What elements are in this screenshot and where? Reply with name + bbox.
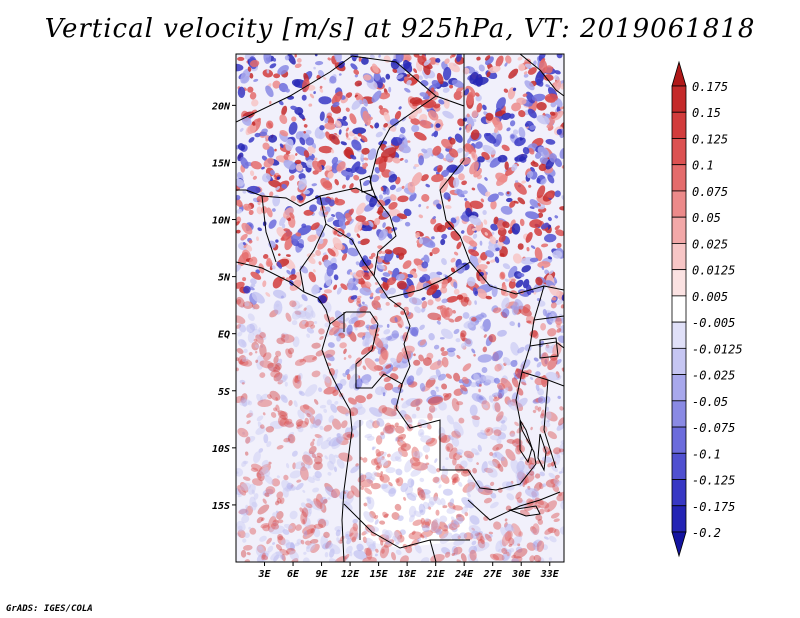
- colorbar-label: -0.075: [692, 421, 735, 435]
- lat-label: 5N: [218, 273, 231, 284]
- colorbar-label: -0.2: [692, 526, 721, 540]
- colorbar-label: -0.125: [692, 474, 735, 488]
- colorbar-label: 0.175: [692, 80, 728, 94]
- velocity-field: [236, 54, 564, 562]
- colorbar-box: [671, 190, 687, 218]
- lon-label: 24E: [454, 569, 474, 580]
- colorbar-box: [671, 85, 687, 113]
- colorbar-box: [671, 295, 687, 323]
- colorbar-box: [671, 374, 687, 402]
- lat-label: 15S: [212, 501, 230, 512]
- map-frame: [235, 53, 565, 563]
- colorbar-label: 0.125: [692, 132, 728, 146]
- country-borders: [236, 54, 564, 562]
- colorbar-box: [671, 111, 687, 139]
- colorbar-bottom-arrow: [671, 531, 687, 558]
- lon-label: 27E: [483, 569, 503, 580]
- colorbar-box: [671, 138, 687, 166]
- colorbar-top-arrow: [671, 60, 687, 87]
- lat-label: 10S: [212, 444, 230, 455]
- colorbar-box: [671, 243, 687, 271]
- colorbar-box: [671, 164, 687, 192]
- colorbar-box: [671, 321, 687, 349]
- map-title: Vertical velocity [m/s] at 925hPa, VT: 2…: [44, 14, 756, 44]
- colorbar-label: 0.0125: [692, 264, 735, 278]
- lon-label: 30E: [511, 569, 531, 580]
- colorbar-label: 0.075: [692, 185, 728, 199]
- colorbar-box: [671, 505, 687, 533]
- colorbar-label: -0.0125: [692, 342, 743, 356]
- latitude-labels: 20N 15N 10N 5N EQ 5S 10S 15S: [211, 101, 236, 512]
- colorbar-label: -0.05: [692, 395, 728, 409]
- colorbar-label: 0.025: [692, 237, 728, 251]
- colorbar-label: 0.15: [692, 106, 721, 120]
- lon-label: 3E: [257, 569, 271, 580]
- lat-label: 5S: [218, 387, 230, 398]
- grads-credit: GrADS: IGES/COLA: [6, 604, 93, 614]
- colorbar-labels: 0.175 0.15 0.125 0.1 0.075 0.05 0.025 0.0125 0.0…: [692, 80, 743, 540]
- field-north-noise: [236, 54, 564, 407]
- colorbar: [671, 60, 687, 558]
- lat-label: 10N: [212, 216, 231, 227]
- colorbar-label: 0.1: [692, 159, 714, 173]
- dry-region: [360, 418, 470, 548]
- colorbar-box: [671, 400, 687, 428]
- colorbar-label: -0.005: [692, 316, 735, 330]
- lon-label: 9E: [316, 569, 329, 580]
- field-south-noise: [236, 397, 564, 562]
- colorbar-label: -0.175: [692, 500, 735, 514]
- lon-label: 21E: [426, 569, 446, 580]
- colorbar-label: 0.05: [692, 211, 721, 225]
- lon-label: 15E: [370, 569, 389, 580]
- lat-label: 20N: [211, 101, 231, 112]
- colorbar-label: -0.025: [692, 369, 735, 383]
- colorbar-label: -0.1: [692, 447, 721, 461]
- lon-label: 33E: [540, 569, 560, 580]
- colorbar-box: [671, 426, 687, 454]
- colorbar-box: [671, 269, 687, 297]
- colorbar-box: [671, 347, 687, 375]
- lon-label: 12E: [341, 569, 360, 580]
- lat-label: EQ: [218, 330, 230, 341]
- colorbar-box: [671, 452, 687, 480]
- colorbar-box: [671, 479, 687, 507]
- lon-label: 6E: [287, 569, 300, 580]
- colorbar-box: [671, 216, 687, 244]
- lon-label: 18E: [398, 569, 417, 580]
- longitude-labels: 3E 6E 9E 12E 15E 18E 21E 24E 27E 30E 33E: [257, 562, 560, 580]
- colorbar-label: 0.005: [692, 290, 728, 304]
- lat-label: 15N: [212, 158, 231, 169]
